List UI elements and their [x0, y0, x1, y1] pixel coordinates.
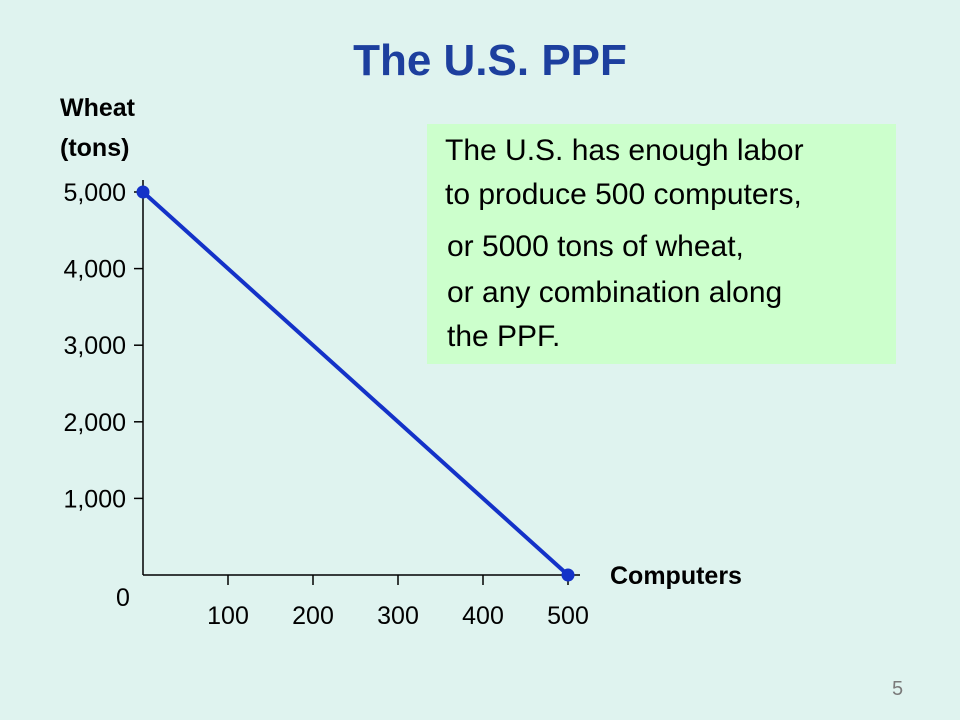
ppf-endpoint-marker — [136, 185, 150, 199]
annotation-line-4: or any combination along — [447, 276, 783, 309]
x-axis-label: Computers — [610, 562, 742, 590]
origin-label: 0 — [116, 584, 130, 612]
page-number: 5 — [892, 678, 904, 700]
y-tick-label: 5,000 — [63, 179, 126, 207]
x-tick-label: 300 — [377, 602, 419, 630]
x-tick-label: 400 — [462, 602, 504, 630]
ppf-endpoint-marker — [561, 568, 575, 582]
y-axis-label-line-2: (tons) — [60, 134, 130, 162]
y-tick-label: 1,000 — [63, 485, 126, 513]
y-tick-label: 3,000 — [63, 332, 126, 360]
annotation-line-2: to produce 500 computers, — [445, 178, 802, 211]
x-tick-label: 500 — [547, 602, 589, 630]
x-tick-label: 100 — [207, 602, 249, 630]
annotation-box: The U.S. has enough labor to produce 500… — [427, 124, 896, 364]
y-tick-label: 4,000 — [63, 256, 126, 284]
y-axis-label-line-1: Wheat — [60, 94, 135, 122]
annotation-line-1: The U.S. has enough labor — [445, 134, 804, 167]
page-title: The U.S. PPF — [353, 36, 627, 85]
y-tick-label: 2,000 — [63, 409, 126, 437]
annotation-line-3: or 5000 tons of wheat, — [447, 230, 744, 263]
x-tick-label: 200 — [292, 602, 334, 630]
ppf-line — [141, 190, 570, 577]
y-axis-label: Wheat (tons) — [60, 88, 135, 168]
annotation-line-5: the PPF. — [447, 320, 561, 353]
